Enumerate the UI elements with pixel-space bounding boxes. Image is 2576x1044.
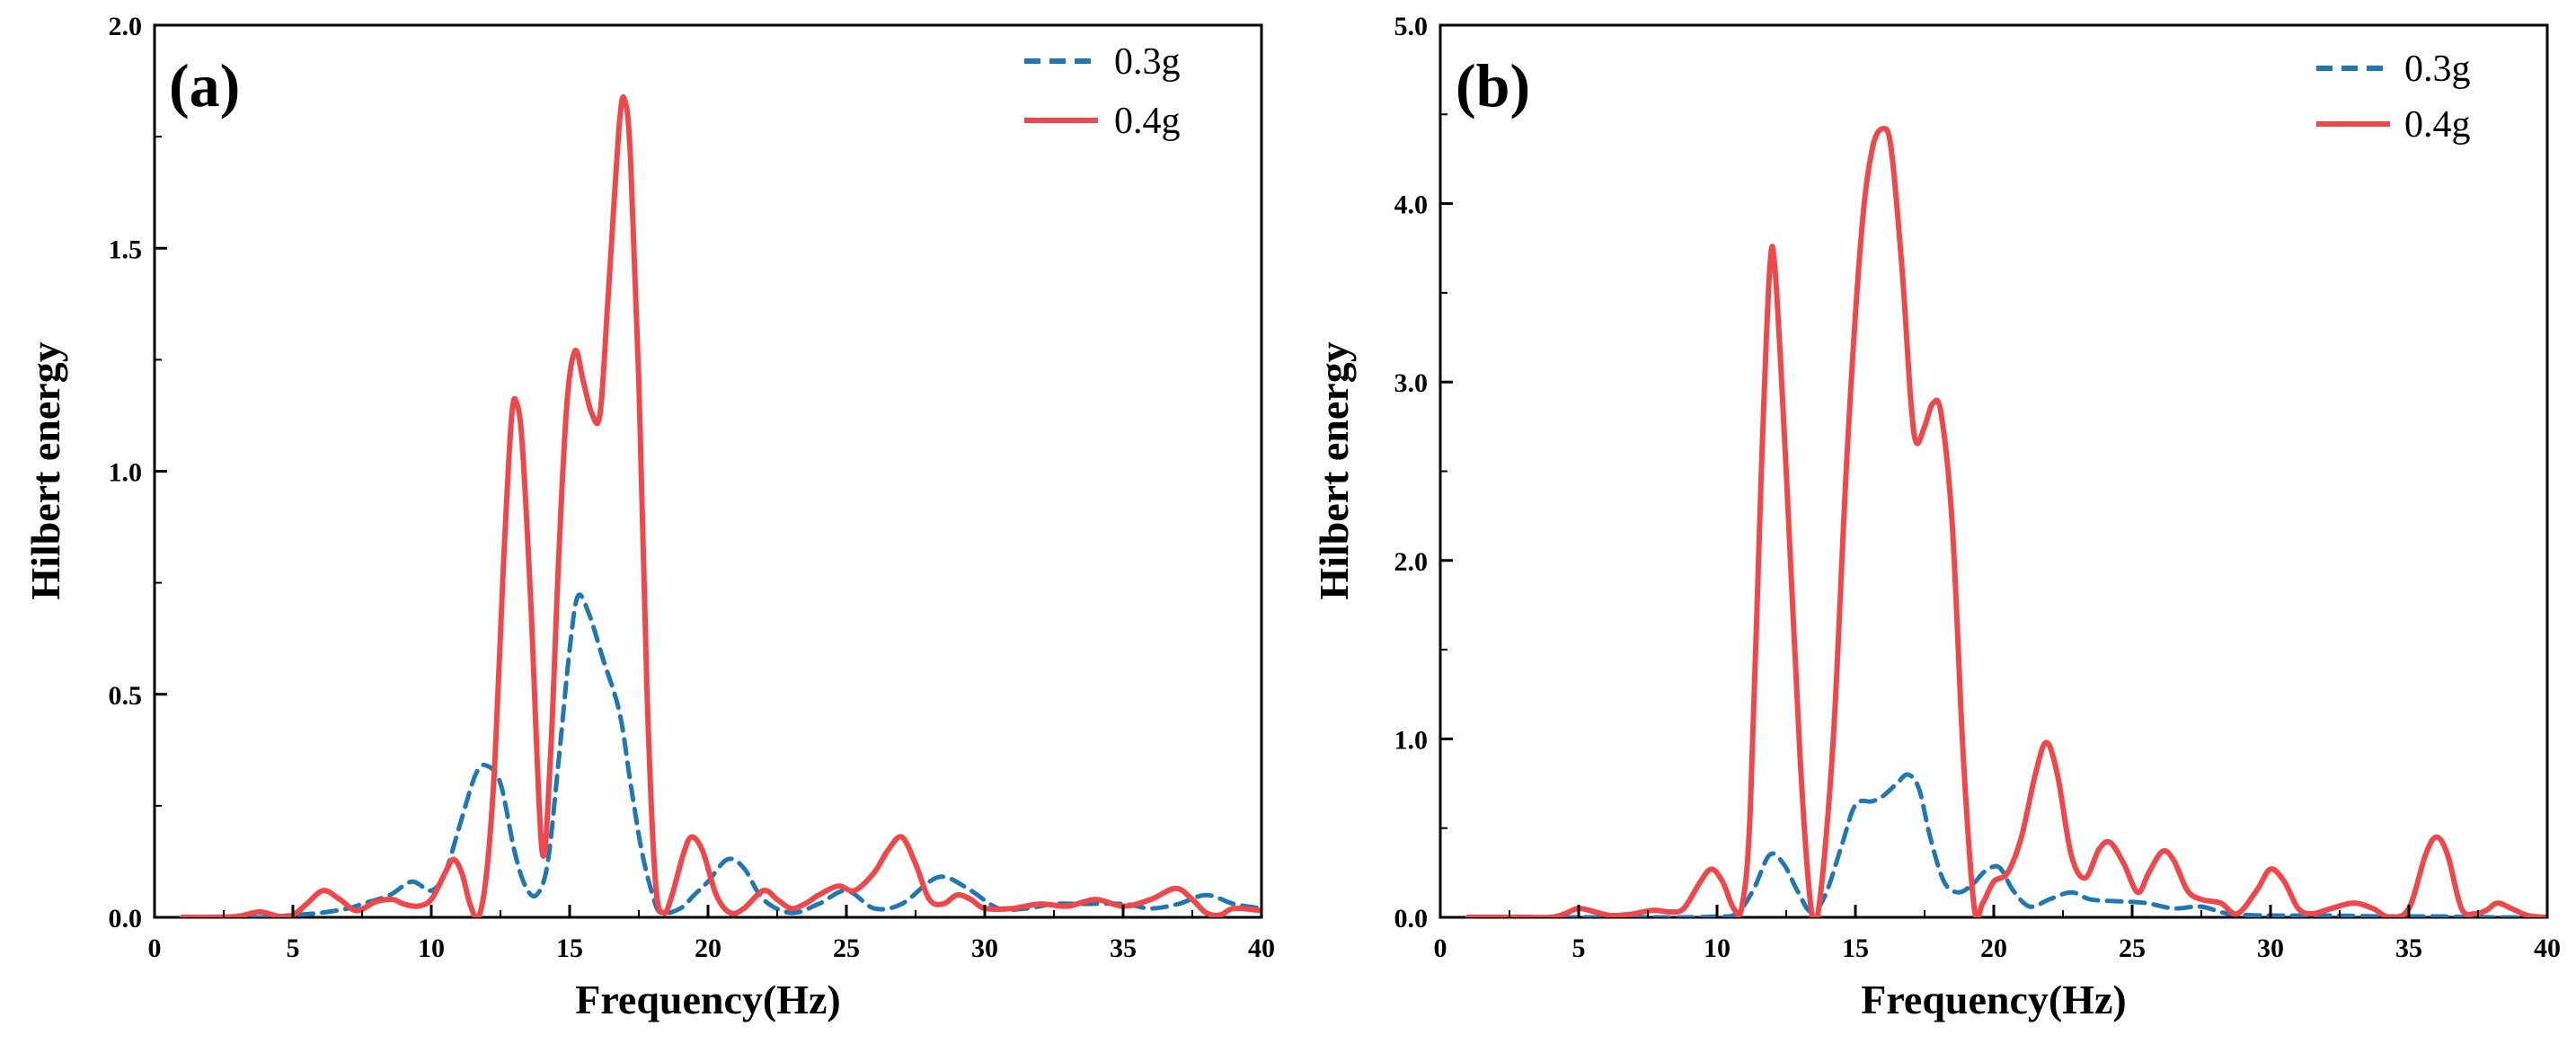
- x-tick-label-35-a: 35: [1110, 933, 1137, 963]
- y-tick-label-0.5-a: 0.5: [109, 681, 143, 711]
- x-tick-label-15-a: 15: [556, 933, 583, 963]
- y-tick-label-1-b: 1.0: [1394, 725, 1429, 755]
- series-line-0.3g-a: [180, 592, 1261, 917]
- legend-label-0.4g-a: 0.4g: [1114, 101, 1181, 142]
- x-tick-label-10-a: 10: [418, 933, 445, 963]
- y-axis-title-b: Hilbert energy: [1311, 341, 1357, 599]
- legend-label-0.3g-b: 0.3g: [2404, 49, 2471, 90]
- x-tick-label-15-b: 15: [1842, 933, 1869, 963]
- y-tick-label-1-a: 1.0: [109, 458, 143, 488]
- chart-panel-a: 0 5 10 15 20 25 30 35 40 0.0 0.5 1.0 1.5 2.0 (a) Freq…: [22, 12, 1275, 1022]
- legend-a: 0.3g 0.4g: [1024, 41, 1181, 142]
- series-line-0.3g-b: [1465, 772, 2547, 917]
- x-tick-label-5-a: 5: [287, 933, 300, 963]
- plot-frame-a: [153, 23, 1263, 919]
- x-tick-label-10-b: 10: [1704, 933, 1731, 963]
- panel-label-a: (a): [169, 51, 240, 119]
- y-tick-label-5-b: 5.0: [1394, 12, 1429, 41]
- y-tick-label-2-a: 2.0: [109, 12, 143, 41]
- x-tick-label-40-a: 40: [1248, 933, 1275, 963]
- y-tick-label-3-b: 3.0: [1394, 368, 1429, 398]
- legend-label-0.3g-a: 0.3g: [1114, 41, 1181, 83]
- y-tick-label-0-a: 0.0: [109, 904, 143, 933]
- y-tick-label-2-b: 2.0: [1394, 547, 1429, 577]
- x-axis-title-b: Frequency(Hz): [1861, 977, 2127, 1022]
- x-tick-label-25-b: 25: [2119, 933, 2146, 963]
- x-axis-title-a: Frequency(Hz): [575, 977, 841, 1022]
- x-tick-label-35-b: 35: [2395, 933, 2422, 963]
- plot-frame-b: [1438, 23, 2549, 919]
- x-tick-label-0-b: 0: [1434, 933, 1447, 963]
- chart-panel-b: 0 5 10 15 20 25 30 35 40 0.0 1.0 2.0 3.0 4.0 5.0 (b) F…: [1311, 12, 2561, 1022]
- legend-label-0.4g-b: 0.4g: [2404, 104, 2471, 146]
- x-tick-label-30-a: 30: [971, 933, 998, 963]
- x-tick-label-20-a: 20: [695, 933, 721, 963]
- series-group-b: [1465, 126, 2547, 917]
- x-tick-label-0-a: 0: [148, 933, 162, 963]
- series-line-0.4g-a: [179, 93, 1261, 917]
- ticks-b: 0 5 10 15 20 25 30 35 40 0.0 1.0 2.0 3.0 4.0 5.0: [1394, 12, 2562, 963]
- series-group-a: [179, 93, 1261, 917]
- x-tick-label-30-b: 30: [2257, 933, 2284, 963]
- legend-b: 0.3g 0.4g: [2316, 49, 2471, 146]
- panel-label-b: (b): [1456, 51, 1530, 119]
- series-line-0.4g-b: [1465, 126, 2547, 917]
- y-tick-label-4-b: 4.0: [1394, 190, 1429, 220]
- ticks-a: 0 5 10 15 20 25 30 35 40 0.0 0.5 1.0 1.5 2.0: [109, 12, 1276, 963]
- y-axis-title-a: Hilbert energy: [22, 341, 68, 599]
- x-tick-label-40-b: 40: [2534, 933, 2561, 963]
- x-tick-label-20-b: 20: [1980, 933, 2007, 963]
- y-tick-label-0-b: 0.0: [1394, 904, 1429, 933]
- x-tick-label-25-a: 25: [833, 933, 860, 963]
- y-tick-label-1.5-a: 1.5: [109, 234, 143, 264]
- x-tick-label-5-b: 5: [1572, 933, 1586, 963]
